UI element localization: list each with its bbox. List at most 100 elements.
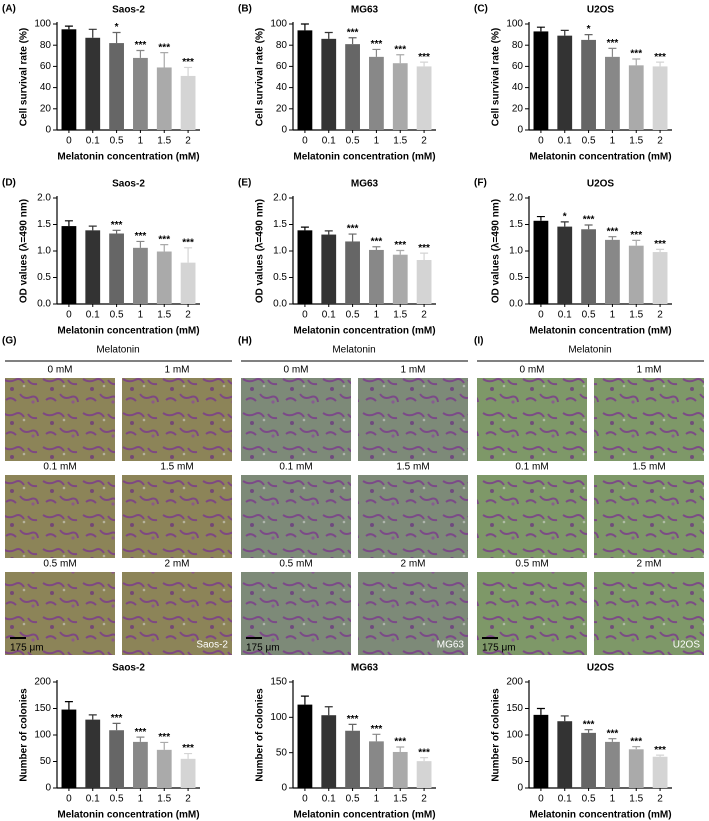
panel-label: (G) <box>2 336 16 347</box>
error-bar <box>324 230 333 235</box>
image-label: 0.5 mM <box>279 559 312 570</box>
error-bar <box>112 31 121 44</box>
x-tick-label: 1.5 <box>393 794 407 805</box>
bar <box>133 247 148 304</box>
x-tick-label: 0 <box>66 136 72 147</box>
x-tick-label: 0.5 <box>110 310 124 321</box>
error-bar <box>348 233 357 242</box>
x-tick-label: 1 <box>610 136 616 147</box>
significance-label: *** <box>135 231 147 242</box>
error-bar <box>608 236 617 240</box>
significance-label: *** <box>135 40 147 51</box>
bar <box>581 39 596 130</box>
significance-label: *** <box>158 42 170 53</box>
panel-label: (F) <box>474 178 487 189</box>
x-tick-label: 0 <box>66 794 72 805</box>
micrograph-cells <box>241 378 351 461</box>
error-bar <box>536 215 545 221</box>
y-tick-label: 80 <box>512 40 524 51</box>
bar <box>61 29 77 130</box>
image-title: Melatonin <box>96 345 139 356</box>
bar <box>557 35 573 130</box>
error-bar <box>608 738 617 742</box>
panel-label: (C) <box>474 4 488 15</box>
y-tick-label: 50 <box>276 747 288 758</box>
error-bar <box>396 54 405 64</box>
bar <box>416 260 432 304</box>
bar <box>180 758 196 788</box>
x-axis-label: Melatonin concentration (mM) <box>57 810 199 821</box>
image-label: 0.1 mM <box>43 462 76 473</box>
y-tick-label: 2.0 <box>37 193 51 204</box>
x-tick-label: 1 <box>374 310 380 321</box>
micrograph-cells <box>477 475 587 558</box>
significance-label: *** <box>158 732 170 743</box>
chart-title: MG63 <box>351 179 379 190</box>
error-bar <box>608 47 617 57</box>
image-label: 0.1 mM <box>279 462 312 473</box>
bar <box>581 732 596 788</box>
bar <box>392 254 408 304</box>
y-tick-label: 0.0 <box>37 299 51 310</box>
error-bar <box>136 240 145 248</box>
y-tick-label: 100 <box>506 19 523 30</box>
x-tick-label: 0.5 <box>346 794 360 805</box>
bar <box>652 252 668 304</box>
micrograph-cells <box>241 572 351 655</box>
significance-label: *** <box>182 237 194 248</box>
error-bar <box>536 707 545 715</box>
x-tick-label: 1.5 <box>629 136 643 147</box>
x-axis-label: Melatonin concentration (mM) <box>293 810 435 821</box>
bar <box>392 751 408 788</box>
y-tick-label: 0.0 <box>509 299 523 310</box>
y-tick-label: 0 <box>45 783 51 794</box>
x-tick-label: 0.1 <box>558 136 572 147</box>
micrograph-cells <box>122 475 232 558</box>
image-label: 2 mM <box>637 559 662 570</box>
y-tick-label: 50 <box>40 756 52 767</box>
y-tick-label: 0.5 <box>37 272 51 283</box>
micrograph-cells <box>358 475 468 558</box>
bar <box>297 230 313 304</box>
micrograph-cells <box>5 572 115 655</box>
y-axis-label: OD values (λ=490 nm) <box>491 199 502 303</box>
x-tick-label: 1.5 <box>157 794 171 805</box>
x-axis-label: Melatonin concentration (mM) <box>529 152 671 163</box>
x-tick-label: 1.5 <box>629 310 643 321</box>
y-tick-label: 0 <box>45 125 51 136</box>
y-tick-label: 50 <box>512 756 524 767</box>
bar <box>557 226 573 304</box>
image-label: 0 mM <box>520 365 545 376</box>
y-tick-label: 1.5 <box>509 219 523 230</box>
error-bar <box>112 722 121 731</box>
x-axis-label: Melatonin concentration (mM) <box>57 326 199 337</box>
y-tick-label: 2.0 <box>273 193 287 204</box>
image-label: 2 mM <box>401 559 426 570</box>
y-axis-label: Cell survival rate (%) <box>491 28 502 126</box>
image-title: Melatonin <box>332 345 375 356</box>
x-tick-label: 2 <box>421 136 427 147</box>
error-bar <box>136 49 145 58</box>
y-tick-label: 100 <box>506 730 523 741</box>
y-axis-label: OD values (λ=490 nm) <box>255 199 266 303</box>
error-bar <box>324 706 333 716</box>
significance-label: *** <box>654 239 666 250</box>
image-label: 0.1 mM <box>515 462 548 473</box>
y-tick-label: 200 <box>34 677 51 688</box>
chart-title: Saos-2 <box>112 179 145 190</box>
x-tick-label: 1 <box>138 794 144 805</box>
error-bar <box>632 58 641 66</box>
error-bar <box>160 244 169 252</box>
y-tick-label: 80 <box>276 40 288 51</box>
error-bar <box>184 247 193 263</box>
y-tick-label: 0.0 <box>273 299 287 310</box>
bar <box>180 75 196 130</box>
error-bar <box>656 248 665 253</box>
x-tick-label: 0.1 <box>86 136 100 147</box>
y-tick-label: 40 <box>276 82 288 93</box>
bar <box>109 233 124 304</box>
x-tick-label: 0.5 <box>582 136 596 147</box>
bar <box>533 714 549 788</box>
x-tick-label: 1.5 <box>393 310 407 321</box>
error-bar <box>632 239 641 246</box>
